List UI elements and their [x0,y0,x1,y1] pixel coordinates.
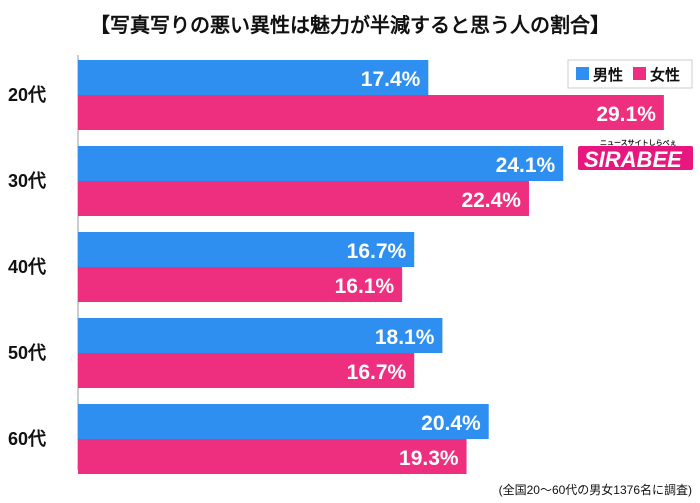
legend-label-female: 女性 [650,66,680,84]
bar-male [78,146,564,181]
data-label-female: 19.3% [399,447,459,470]
data-label-male: 18.1% [375,326,435,349]
sirabee-logo: ニュースサイトしらべぇ SIRABEE [578,139,693,172]
bar-female [78,267,403,302]
logo-background [578,146,693,170]
logo-subtitle: ニュースサイトしらべぇ [600,139,677,147]
category-label: 40代 [8,257,46,277]
bar-male [78,318,443,353]
logo-wordmark: SIRABEE [584,147,683,172]
legend: 男性 女性 [567,59,693,89]
legend-swatch-female [633,67,646,80]
legend-swatch-male [576,67,589,80]
category-label: 50代 [8,343,46,363]
data-label-male: 16.7% [347,240,407,263]
chart-title: 【写真写りの悪い異性は魅力が半減すると思う人の割合】 [90,13,610,37]
bar-female [78,439,467,474]
bar-female [78,95,664,130]
bars-group: 17.4% 29.1% 24.1% 22.4% 16.7% 16.1% 18.1% 16.7%… [78,60,664,474]
data-label-female: 22.4% [461,189,521,212]
data-label-female: 16.7% [347,361,407,384]
category-labels: 20代 30代 40代 50代 60代 [8,85,46,449]
category-label: 30代 [8,171,46,191]
data-label-male: 24.1% [496,154,556,177]
bar-male [78,60,429,95]
bar-male [78,232,415,267]
data-label-male: 17.4% [361,68,421,91]
footnote: (全国20〜60代の男女1376名に調査) [499,482,692,497]
legend-label-male: 男性 [593,66,623,84]
bar-female [78,181,529,216]
category-label: 20代 [8,85,46,105]
data-label-female: 16.1% [335,275,395,298]
data-label-female: 29.1% [596,103,656,126]
bar-female [78,353,415,388]
bar-male [78,404,489,439]
category-label: 60代 [8,429,46,449]
data-label-male: 20.4% [421,412,481,435]
